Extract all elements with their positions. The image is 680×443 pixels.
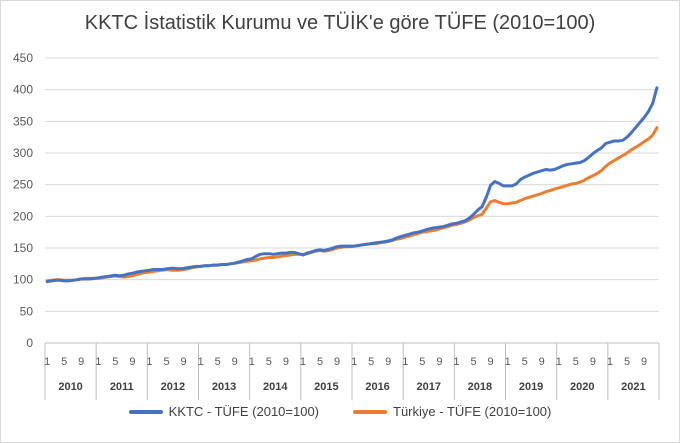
x-month-tick-label: 1 bbox=[198, 356, 204, 368]
x-month-tick-label: 1 bbox=[146, 356, 152, 368]
x-month-tick-label: 9 bbox=[488, 356, 494, 368]
y-tick-label: 0 bbox=[26, 336, 33, 350]
x-month-tick-label: 5 bbox=[112, 356, 118, 368]
x-month-tick-label: 5 bbox=[317, 356, 323, 368]
x-month-tick-label: 5 bbox=[522, 356, 528, 368]
x-year-label: 2014 bbox=[263, 381, 288, 393]
series-line-kktc bbox=[45, 86, 659, 284]
chart-title: KKTC İstatistik Kurumu ve TÜİK'e göre TÜ… bbox=[84, 12, 596, 34]
legend-label-turkiye: Türkiye - TÜFE (2010=100) bbox=[393, 404, 552, 419]
x-year-label: 2011 bbox=[110, 381, 134, 393]
series-line-turkiye bbox=[45, 126, 659, 283]
x-year-label: 2016 bbox=[365, 381, 389, 393]
y-tick-label: 200 bbox=[13, 209, 33, 223]
x-month-tick-label: 1 bbox=[607, 356, 613, 368]
x-month-tick-label: 9 bbox=[590, 356, 596, 368]
x-month-tick-label: 9 bbox=[232, 356, 238, 368]
x-month-tick-label: 1 bbox=[351, 356, 357, 368]
y-tick-label: 400 bbox=[13, 83, 33, 97]
x-month-tick-label: 5 bbox=[624, 356, 630, 368]
chart-legend: KKTC - TÜFE (2010=100) Türkiye - TÜFE (2… bbox=[0, 404, 680, 419]
x-month-tick-label: 9 bbox=[181, 356, 187, 368]
x-month-tick-label: 9 bbox=[334, 356, 340, 368]
y-tick-label: 100 bbox=[13, 273, 33, 287]
x-month-tick-label: 5 bbox=[61, 356, 67, 368]
legend-label-kktc: KKTC - TÜFE (2010=100) bbox=[168, 404, 320, 419]
x-month-tick-label: 1 bbox=[44, 356, 50, 368]
x-year-label: 2020 bbox=[570, 381, 594, 393]
x-year-label: 2010 bbox=[58, 381, 82, 393]
x-month-tick-label: 9 bbox=[78, 356, 84, 368]
y-tick-label: 300 bbox=[13, 146, 33, 160]
x-year-label: 2015 bbox=[314, 381, 338, 393]
x-month-tick-label: 1 bbox=[249, 356, 255, 368]
x-month-tick-label: 1 bbox=[300, 356, 306, 368]
x-year-label: 2021 bbox=[621, 381, 645, 393]
x-year-label: 2017 bbox=[417, 381, 441, 393]
y-tick-label: 250 bbox=[13, 178, 33, 192]
x-month-tick-label: 1 bbox=[453, 356, 459, 368]
x-month-tick-label: 5 bbox=[368, 356, 374, 368]
x-month-tick-label: 9 bbox=[436, 356, 442, 368]
x-year-label: 2013 bbox=[212, 381, 236, 393]
x-month-tick-label: 5 bbox=[573, 356, 579, 368]
x-month-tick-label: 9 bbox=[539, 356, 545, 368]
x-month-tick-label: 9 bbox=[283, 356, 289, 368]
x-month-tick-label: 1 bbox=[402, 356, 408, 368]
x-year-label: 2012 bbox=[161, 381, 185, 393]
x-month-tick-label: 5 bbox=[470, 356, 476, 368]
x-month-tick-label: 5 bbox=[215, 356, 221, 368]
x-month-tick-label: 1 bbox=[505, 356, 511, 368]
y-tick-label: 450 bbox=[13, 51, 33, 65]
legend-swatch-kktc bbox=[128, 409, 163, 414]
x-month-tick-label: 9 bbox=[385, 356, 391, 368]
y-tick-label: 150 bbox=[13, 241, 33, 255]
x-month-tick-label: 5 bbox=[163, 356, 169, 368]
y-tick-label: 50 bbox=[20, 304, 34, 318]
x-month-tick-label: 9 bbox=[129, 356, 135, 368]
x-year-label: 2019 bbox=[519, 381, 543, 393]
x-month-tick-label: 9 bbox=[641, 356, 647, 368]
x-month-tick-label: 1 bbox=[556, 356, 562, 368]
legend-item-turkiye: Türkiye - TÜFE (2010=100) bbox=[353, 404, 551, 419]
legend-item-kktc: KKTC - TÜFE (2010=100) bbox=[128, 404, 320, 419]
x-month-tick-label: 5 bbox=[419, 356, 425, 368]
x-month-tick-label: 5 bbox=[266, 356, 272, 368]
x-year-label: 2018 bbox=[468, 381, 492, 393]
x-month-tick-label: 1 bbox=[95, 356, 101, 368]
y-tick-label: 350 bbox=[13, 114, 33, 128]
legend-swatch-turkiye bbox=[353, 409, 388, 414]
